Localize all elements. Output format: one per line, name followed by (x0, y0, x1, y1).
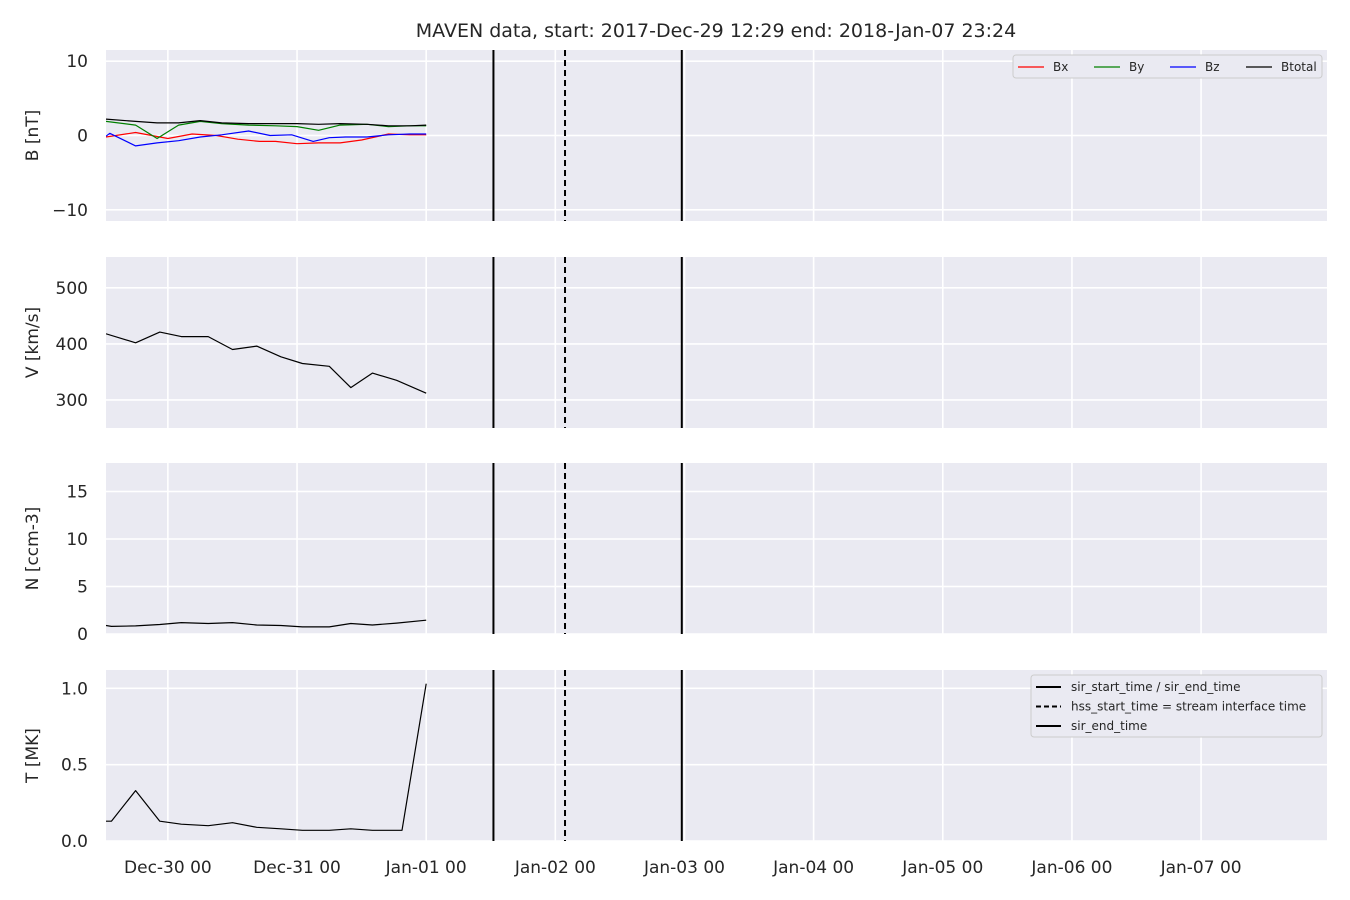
y-axis-label: B [nT] (23, 110, 43, 162)
legend-label: sir_end_time (1071, 719, 1147, 733)
y-tick-label: 0.0 (61, 832, 88, 852)
x-tick-label: Jan-07 00 (1160, 858, 1242, 878)
x-tick-label: Jan-06 00 (1030, 858, 1112, 878)
y-tick-label: 10 (66, 530, 88, 550)
chart-title: MAVEN data, start: 2017-Dec-29 12:29 end… (416, 20, 1016, 42)
y-axis-label: T [MK] (23, 728, 43, 784)
x-tick-label: Jan-05 00 (901, 858, 983, 878)
legend-label: Btotal (1281, 60, 1317, 74)
panel-B: −10 0 10 B [nT] Bx By Bz Btotal (23, 50, 1327, 221)
x-tick-label: Dec-30 00 (124, 858, 212, 878)
y-axis-label: V [km/s] (23, 307, 43, 378)
legend-label: Bz (1205, 60, 1220, 74)
y-tick-label: 300 (56, 391, 88, 411)
panels: −10 0 10 B [nT] Bx By Bz Btotal 300 400 500 V [km/s… (23, 50, 1327, 852)
legend-box (1030, 674, 1323, 738)
t-legend: sir_start_time / sir_end_time hss_start_t… (1030, 674, 1323, 738)
y-tick-label: 400 (56, 335, 88, 355)
panel-T: 0.0 0.5 1.0 T [MK] sir_start_time / sir_end_… (23, 670, 1327, 852)
legend-label: Bx (1053, 60, 1068, 74)
x-tick-label: Jan-01 00 (385, 858, 467, 878)
legend-label: By (1129, 60, 1144, 74)
legend-box (1012, 54, 1323, 79)
panel-N: 0 5 10 15 N [ccm-3] (23, 463, 1327, 645)
y-tick-label: 0 (77, 127, 88, 147)
series-line (106, 331, 427, 394)
legend-label: hss_start_time = stream interface time (1071, 700, 1306, 714)
y-tick-label: 10 (66, 52, 88, 72)
y-tick-label: 0 (77, 625, 88, 645)
x-axis: Dec-30 00 Dec-31 00 Jan-01 00 Jan-02 00 Jan-… (124, 858, 1242, 878)
panel-V: 300 400 500 V [km/s] (23, 257, 1327, 428)
y-tick-label: 500 (56, 279, 88, 299)
series-line (106, 619, 427, 628)
y-tick-label: 0.5 (61, 756, 88, 776)
b-legend: Bx By Bz Btotal (1012, 54, 1323, 79)
y-tick-label: −10 (52, 201, 88, 221)
panel-background (106, 463, 1327, 634)
y-tick-label: 5 (77, 578, 88, 598)
series-line (106, 683, 427, 831)
x-tick-label: Dec-31 00 (253, 858, 341, 878)
x-tick-label: Jan-04 00 (772, 858, 854, 878)
x-tick-label: Jan-03 00 (643, 858, 725, 878)
y-axis-label: N [ccm-3] (23, 507, 43, 591)
series-line-btotal (106, 118, 427, 127)
y-tick-label: 1.0 (61, 679, 88, 699)
legend-label: sir_start_time / sir_end_time (1071, 680, 1241, 694)
y-tick-label: 15 (66, 483, 88, 503)
x-tick-label: Jan-02 00 (514, 858, 596, 878)
series-line-bz (106, 130, 427, 147)
panel-background (106, 257, 1327, 428)
